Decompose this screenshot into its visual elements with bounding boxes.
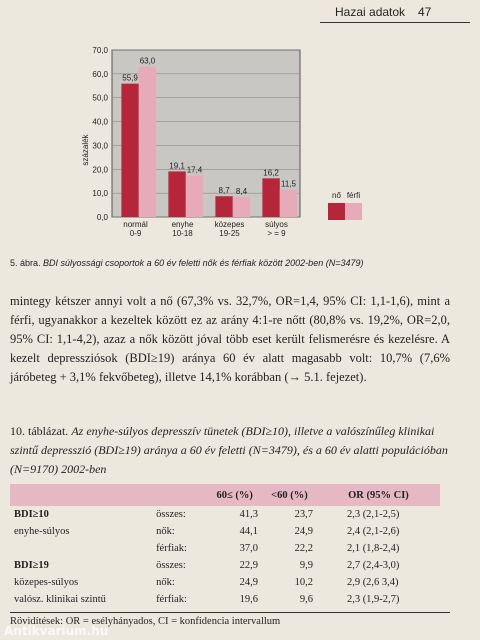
bar — [121, 83, 139, 217]
page-number: 47 — [418, 5, 432, 19]
table-cell: enyhe-súlyos — [14, 526, 70, 537]
column-header: OR (95% CI) — [348, 489, 409, 501]
legend-label: férfi — [347, 191, 361, 200]
table-cell: 2,1 (1,8-2,4) — [346, 543, 400, 554]
table-cell: 44,1 — [239, 526, 259, 537]
bar — [279, 189, 298, 217]
legend-swatch — [328, 203, 345, 220]
table-cell: 10,2 — [294, 577, 313, 588]
y-tick-label: 70,0 — [92, 46, 108, 55]
table-cell: 37,0 — [239, 543, 259, 554]
value-label: 55,9 — [122, 74, 138, 83]
table-row: férfiak: 37,0 22,2 2,1 (1,8-2,4) — [10, 540, 440, 557]
x-tick-label: normál 0-9 — [123, 220, 148, 238]
bar — [185, 175, 204, 217]
x-tick-label: közepes 19-25 — [214, 220, 245, 238]
value-label: 19,1 — [169, 161, 185, 170]
y-tick-label: 40,0 — [92, 118, 108, 127]
header-rule — [320, 22, 470, 23]
column-header: 60≤ (%) — [216, 489, 253, 501]
table-cell: 41,3 — [239, 509, 259, 520]
table-row: közepes-súlyos nők: 24,9 10,2 2,9 (2,6 3,4) — [10, 574, 440, 591]
table-label: 10. táblázat. — [10, 424, 69, 438]
value-label: 63,0 — [140, 57, 156, 66]
y-tick-label: 50,0 — [92, 94, 108, 103]
table-cell: nők: — [156, 526, 175, 537]
y-tick-label: 60,0 — [92, 70, 108, 79]
bar — [168, 171, 186, 217]
table-cell: nők: — [156, 577, 175, 588]
x-tick-label: enyhe 10-18 — [171, 220, 194, 238]
data-table: 60≤ (%) <60 (%) OR (95% CI) BDI≥10 összes… — [10, 484, 440, 608]
table-cell: 2,3 (2,1-2,5) — [346, 509, 400, 520]
chart: százalék 0,0 10,0 20,0 30,0 40,0 50,0 60,0 70,0… — [81, 46, 362, 222]
y-tick-label: 30,0 — [92, 141, 108, 150]
table-cell: 2,7 (2,4-3,0) — [346, 560, 400, 571]
empty-header — [10, 484, 152, 506]
table-cell: férfiak: — [156, 594, 187, 605]
table-cell: 2,9 (2,6 3,4) — [346, 577, 399, 588]
figure-caption: 5. ábra. BDI súlyossági csoportok a 60 é… — [10, 258, 363, 268]
column-header: <60 (%) — [271, 489, 308, 501]
table-row: BDI≥10 összes: 41,3 23,7 2,3 (2,1-2,5) — [10, 506, 440, 523]
y-tick-label: 10,0 — [92, 189, 108, 198]
table-cell: 22,9 — [239, 560, 259, 571]
table-cell: összes: — [156, 560, 186, 571]
watermark: Antikvarium.hu — [4, 624, 109, 638]
table-cell: 23,7 — [294, 509, 313, 520]
value-label: 16,2 — [263, 168, 279, 177]
table-cell: BDI≥19 — [14, 560, 49, 571]
value-label: 8,4 — [236, 187, 248, 196]
bar — [215, 196, 233, 217]
table-cell: 24,9 — [294, 526, 313, 537]
table-header: 60≤ (%) <60 (%) OR (95% CI) — [10, 484, 440, 506]
bar — [232, 196, 251, 217]
table-title: 10. táblázat. Az enyhe-súlyos depresszív… — [10, 422, 450, 479]
table-cell — [10, 540, 152, 557]
table-cell: BDI≥10 — [14, 509, 49, 520]
caption-label: 5. ábra. — [10, 258, 41, 268]
value-label: 8,7 — [219, 186, 231, 195]
table-cell: 2,4 (2,1-2,6) — [346, 526, 400, 537]
bar — [138, 66, 157, 217]
table-cell: 9,9 — [299, 560, 313, 571]
x-tick-label: súlyos > = 9 — [265, 220, 288, 238]
table-cell: összes: — [156, 509, 186, 520]
table-cell: 24,9 — [239, 577, 259, 588]
y-tick-label: 20,0 — [92, 165, 108, 174]
legend-swatch — [345, 203, 362, 220]
y-tick-label: 0,0 — [97, 213, 109, 222]
running-title: Hazai adatok — [335, 5, 406, 19]
bar — [262, 178, 280, 217]
table-cell: férfiak: — [156, 543, 187, 554]
empty-header — [152, 484, 207, 506]
table-row: enyhe-súlyos nők: 44,1 24,9 2,4 (2,1-2,6) — [10, 523, 440, 540]
value-label: 11,5 — [281, 180, 297, 189]
table-cell: valósz. klinikai szintű — [14, 594, 106, 605]
table-row: valósz. klinikai szintű férfiak: 19,6 9,6 2,… — [10, 591, 440, 608]
table-cell: 22,2 — [294, 543, 313, 554]
table-row: BDI≥19 összes: 22,9 9,9 2,7 (2,4-3,0) — [10, 557, 440, 574]
table-cell: 19,6 — [239, 594, 259, 605]
caption-text: BDI súlyossági csoportok a 60 év feletti… — [43, 258, 364, 268]
table-cell: 9,6 — [299, 594, 313, 605]
table-footnote: Rövidítések: OR = esélyhányados, CI = ko… — [10, 612, 450, 627]
value-label: 17,4 — [187, 165, 203, 174]
table-cell: 2,3 (1,9-2,7) — [346, 594, 400, 605]
y-axis-label: százalék — [81, 133, 90, 165]
body-paragraph: mintegy kétszer annyi volt a nő (67,3% v… — [10, 294, 450, 384]
table-cell: közepes-súlyos — [14, 577, 79, 588]
table-caption: Az enyhe-súlyos depresszív tünetek (BDI≥… — [10, 424, 448, 476]
legend-label: nő — [332, 191, 341, 200]
